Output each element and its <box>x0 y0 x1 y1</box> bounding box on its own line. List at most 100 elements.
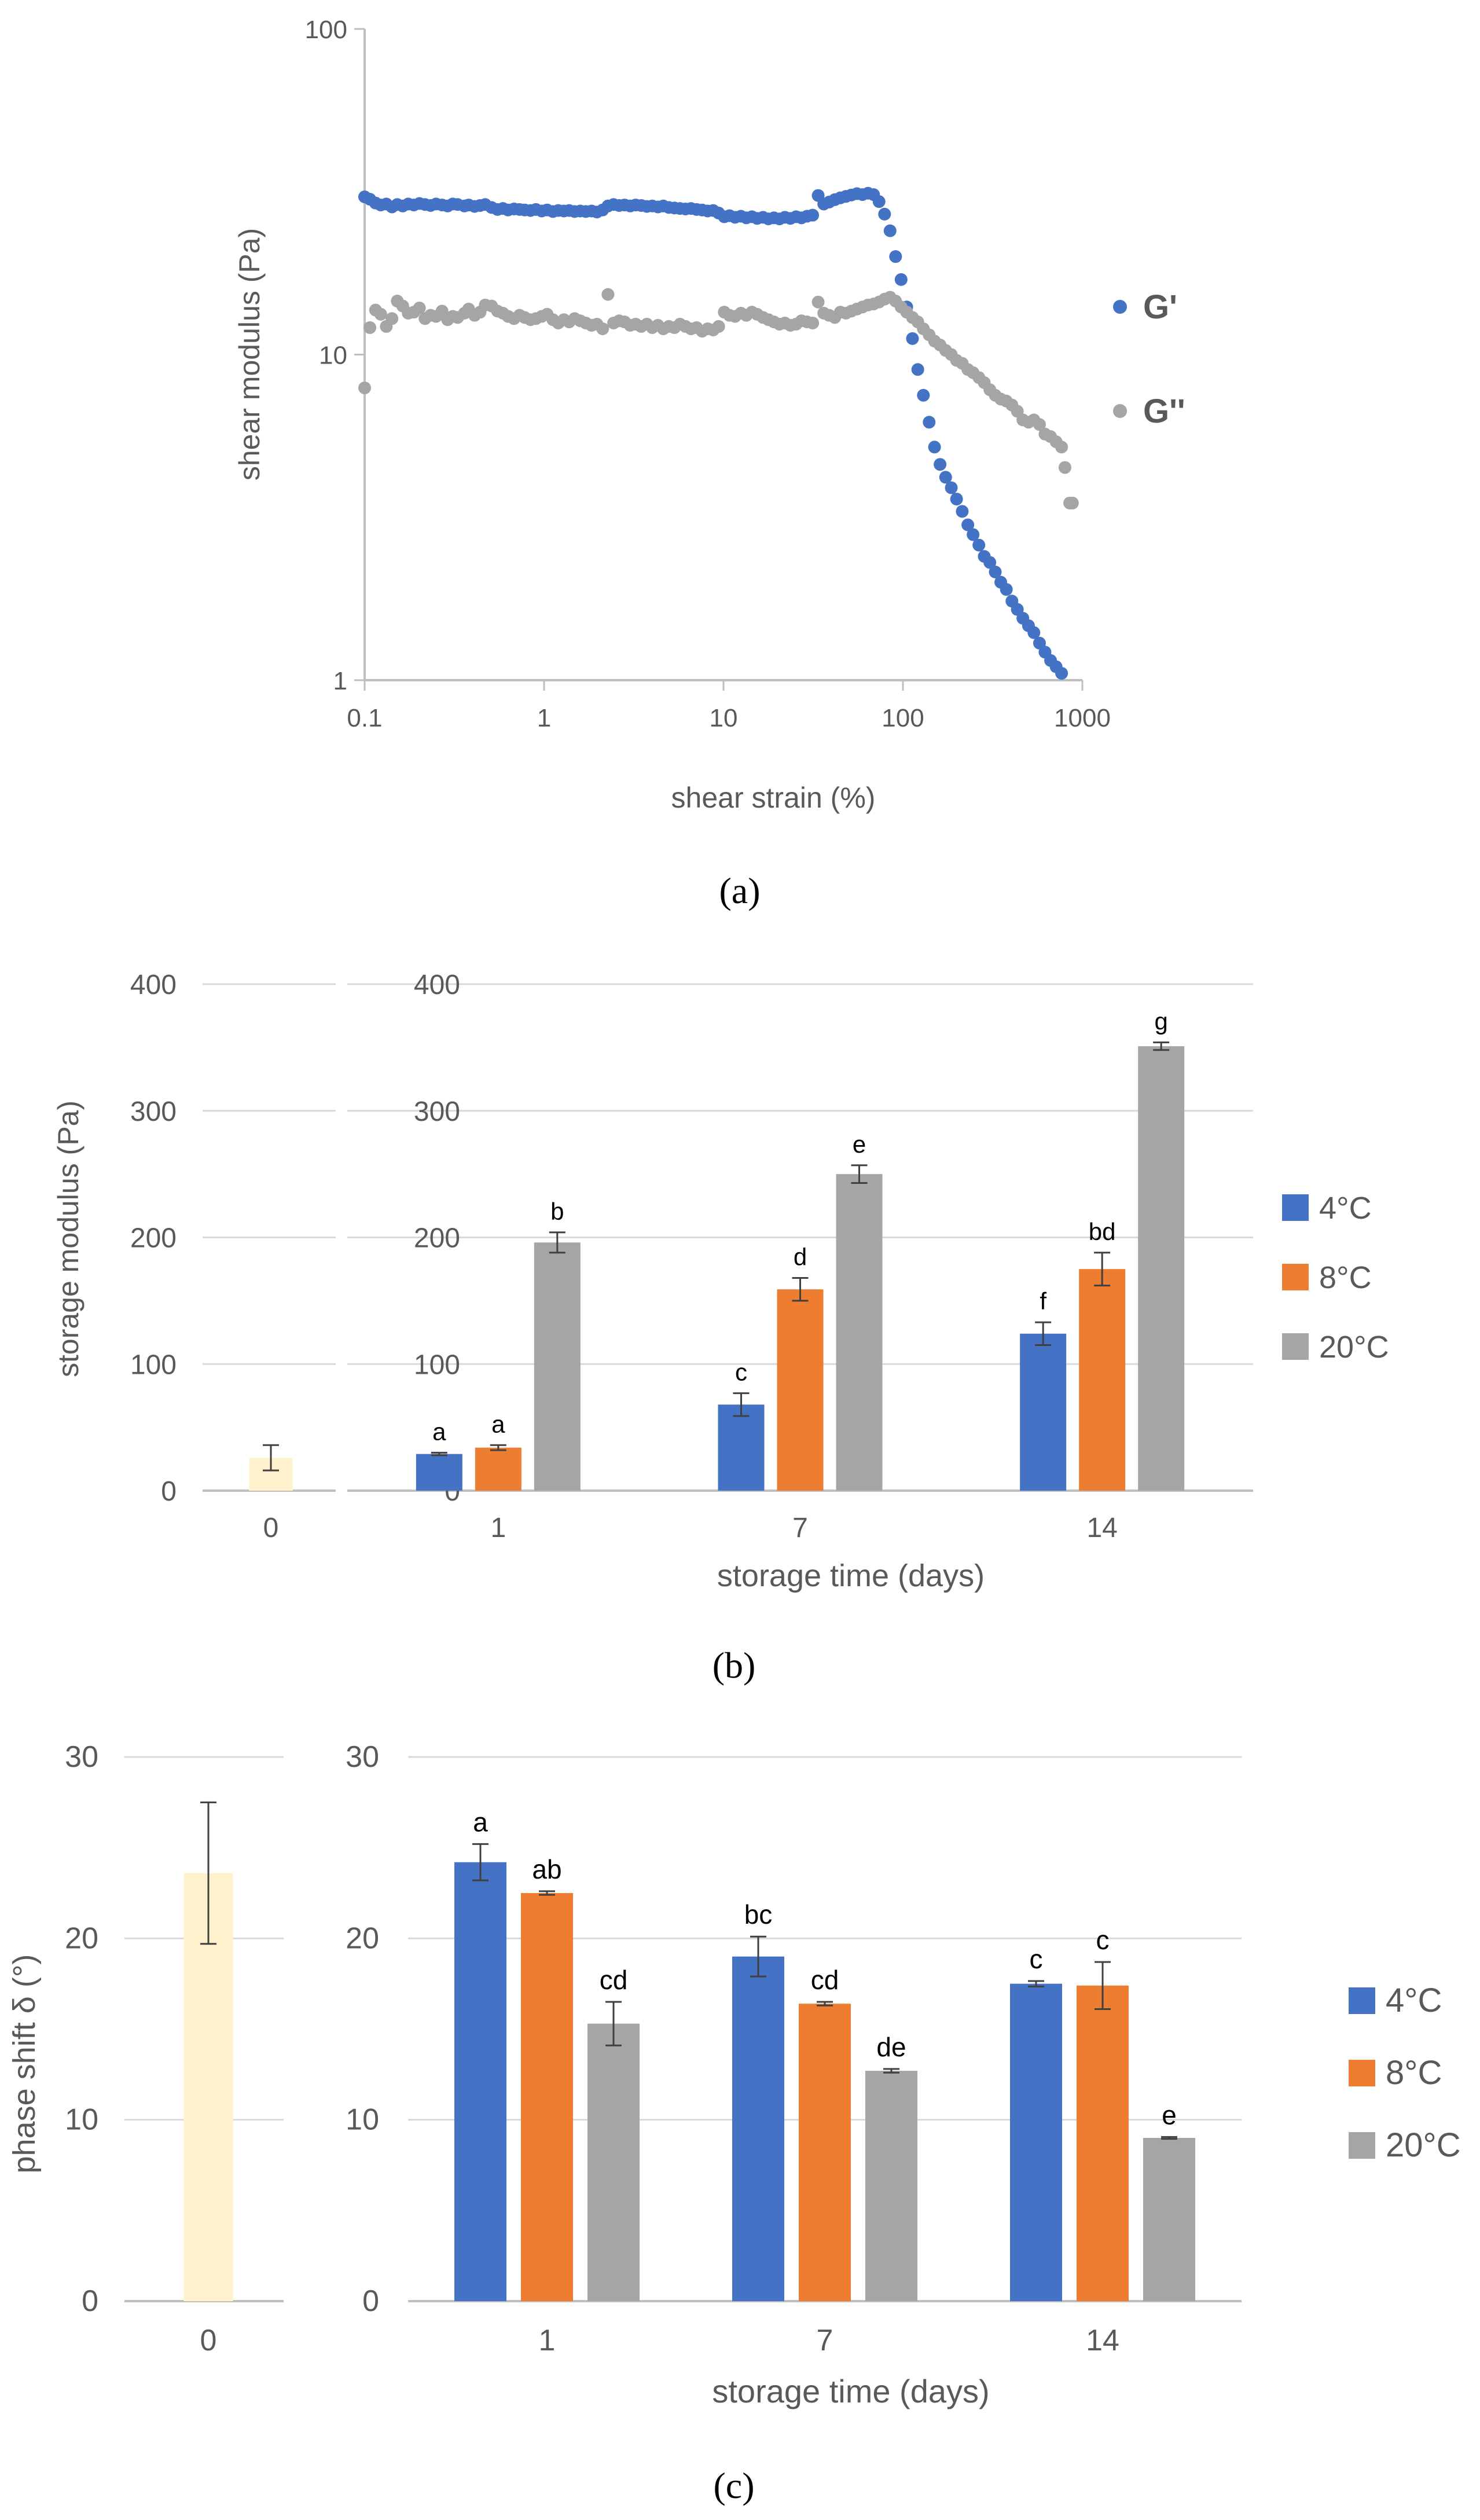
c-main-y-tick-label: 10 <box>346 2103 379 2137</box>
b-error-bar <box>792 1277 809 1302</box>
c-error-bar <box>817 2001 833 2007</box>
b-control-y-tick-label: 300 <box>130 1096 177 1127</box>
panel-a-data-point <box>1066 496 1079 509</box>
panel-b-y-axis-label: storage modulus (Pa) <box>52 1101 85 1377</box>
panel-a-data-point <box>939 471 952 484</box>
panel-a-data-point <box>374 307 387 321</box>
panel-a-series-g-prime <box>358 186 1068 680</box>
panel-a-data-point <box>917 388 930 402</box>
panel-a-data-point <box>911 363 924 376</box>
b-bar <box>1079 1269 1126 1491</box>
panel-a-x-tick-label: 100 <box>882 704 924 732</box>
c-main-y-tick-label: 30 <box>346 1740 379 1774</box>
c-legend-label: 8°C <box>1386 2054 1442 2092</box>
b-significance-letter: bd <box>1089 1218 1116 1245</box>
c-error-bar <box>1161 2136 1177 2140</box>
panel-a-data-point <box>894 273 908 286</box>
panel-c-legend: 4°C 8°C 20°C <box>1349 1982 1461 2164</box>
c-significance-letter: c <box>1096 1925 1110 1955</box>
c-significance-letter: a <box>473 1807 488 1837</box>
panel-a-data-point <box>967 528 980 541</box>
panel-a-data-point <box>906 332 919 345</box>
c-main-y-tick-label: 0 <box>362 2284 379 2318</box>
panel-a-data-point <box>989 566 1002 579</box>
c-significance-letter: de <box>876 2032 906 2062</box>
b-significance-letter: a <box>491 1410 505 1437</box>
panel-a-y-tick-label: 100 <box>305 16 347 44</box>
b-significance-letter: b <box>550 1198 564 1225</box>
b-control-y-tick-label: 0 <box>161 1476 177 1507</box>
panel-a-data-point <box>889 250 902 263</box>
panel-a-data-point <box>928 441 941 454</box>
c-bar <box>587 2023 640 2301</box>
panel-a-x-tick-label: 1 <box>537 704 551 732</box>
b-control-y-tick-label: 200 <box>130 1223 177 1254</box>
b-main-y-tick-label: 300 <box>414 1096 460 1127</box>
b-category-label: 1 <box>490 1513 506 1543</box>
b-significance-letter: f <box>1040 1287 1046 1315</box>
b-main-y-tick-label: 200 <box>414 1223 460 1254</box>
panel-a-x-axis-label: shear strain (%) <box>671 782 876 814</box>
c-significance-letter: cd <box>811 1965 839 1995</box>
panel-a-legend-label: G'' <box>1143 393 1185 430</box>
c-error-bar <box>1095 1961 1111 2011</box>
b-bar <box>534 1242 581 1491</box>
b-bar <box>475 1447 522 1491</box>
panel-a-data-point <box>601 288 615 301</box>
panel-a-x-tick-label: 1000 <box>1054 704 1111 732</box>
b-significance-letter: c <box>735 1359 747 1386</box>
panel-a-data-point <box>872 195 886 208</box>
panel-b-legend: 4°C 8°C 20°C <box>1282 1191 1389 1364</box>
panel-a-y-tick-label: 1 <box>333 667 347 695</box>
c-significance-letter: bc <box>744 1899 773 1930</box>
c-control-y-tick-label: 10 <box>65 2103 98 2137</box>
panel-a-caption: (a) <box>719 870 760 911</box>
b-bar <box>777 1289 824 1491</box>
c-bar <box>1010 1983 1062 2301</box>
b-significance-letter: e <box>853 1131 866 1158</box>
b-bar <box>1020 1333 1067 1491</box>
b-error-bar <box>1153 1041 1170 1051</box>
c-control-y-tick-label: 30 <box>65 1740 98 1774</box>
b-bar <box>836 1174 883 1491</box>
c-error-bar <box>472 1843 489 1881</box>
panel-c-caption: (c) <box>713 2465 754 2506</box>
b-bar <box>718 1404 765 1491</box>
panel-a-data-point <box>878 207 891 221</box>
b-legend-label: 8°C <box>1319 1260 1372 1295</box>
b-legend-swatch <box>1282 1333 1309 1360</box>
panel-a-data-point <box>806 316 820 329</box>
c-error-bar <box>605 2001 622 2046</box>
c-control-y-tick-label: 0 <box>82 2284 98 2318</box>
c-control-y-tick-label: 20 <box>65 1921 98 1955</box>
panel-a-data-point <box>934 458 947 471</box>
b-legend-swatch <box>1282 1194 1309 1221</box>
c-control-category-label: 0 <box>200 2324 217 2357</box>
panel-a-data-point <box>1058 461 1071 474</box>
panel-a-data-point <box>883 224 897 237</box>
panel-c-x-axis-label: storage time (days) <box>712 2373 989 2409</box>
c-category-label: 1 <box>539 2324 556 2357</box>
c-control-error-bar <box>200 1801 216 1945</box>
panel-a-y-tick-label: 10 <box>319 342 347 370</box>
panel-a-legend-marker <box>1113 300 1127 314</box>
panel-a-data-point <box>596 322 609 335</box>
panel-a-series-g-double-prime <box>358 288 1079 509</box>
b-error-bar <box>733 1392 750 1417</box>
b-error-bar <box>851 1164 868 1184</box>
c-significance-letter: c <box>1030 1944 1043 1974</box>
panel-a-legend: G' G'' <box>1113 288 1185 430</box>
c-bar <box>454 1862 506 2301</box>
panel-a-data-point <box>806 208 820 222</box>
panel-a-data-point <box>413 302 426 315</box>
c-error-bar <box>1028 1980 1044 1987</box>
c-error-bar <box>750 1935 766 1978</box>
panel-a-data-point <box>1000 583 1013 596</box>
c-bar <box>799 2004 851 2301</box>
b-bar <box>416 1454 462 1491</box>
b-legend-swatch <box>1282 1264 1309 1290</box>
